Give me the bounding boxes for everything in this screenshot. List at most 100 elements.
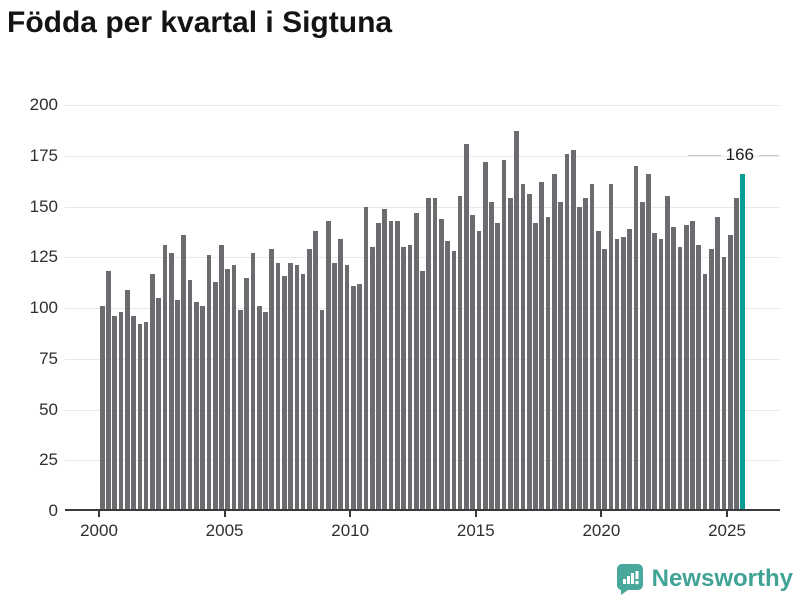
bar bbox=[338, 238, 344, 509]
gridline bbox=[65, 105, 780, 106]
bar bbox=[721, 257, 727, 509]
x-axis-tick bbox=[726, 511, 728, 517]
bar bbox=[369, 247, 375, 509]
newsworthy-logo[interactable]: Newsworthy bbox=[616, 563, 793, 595]
bar bbox=[351, 285, 356, 509]
y-axis-tick-label: 0 bbox=[48, 501, 58, 520]
bar bbox=[238, 310, 243, 509]
bar bbox=[420, 271, 425, 509]
bar bbox=[690, 220, 695, 509]
bar bbox=[677, 247, 683, 509]
bar bbox=[256, 305, 262, 509]
bar bbox=[715, 216, 720, 509]
bar bbox=[614, 238, 620, 509]
bar bbox=[200, 305, 206, 509]
bar bbox=[552, 174, 557, 509]
bar bbox=[250, 253, 256, 509]
gridline bbox=[65, 155, 780, 157]
bar bbox=[344, 265, 350, 509]
y-axis-tick-label: 75 bbox=[39, 348, 58, 368]
bar bbox=[269, 249, 275, 509]
x-axis-tick-label: 2005 bbox=[205, 521, 244, 540]
bar bbox=[727, 234, 733, 509]
gridline bbox=[65, 257, 780, 259]
bar bbox=[558, 202, 563, 509]
bar bbox=[187, 279, 193, 509]
bar bbox=[633, 165, 639, 509]
logo-text: Newsworthy bbox=[651, 565, 793, 592]
bar bbox=[168, 253, 174, 509]
bar bbox=[219, 245, 224, 509]
bar bbox=[181, 234, 187, 509]
bar bbox=[413, 212, 419, 509]
bar bbox=[124, 289, 130, 509]
bar bbox=[495, 222, 501, 509]
bar bbox=[263, 312, 268, 509]
bar bbox=[589, 184, 595, 509]
bar bbox=[294, 265, 300, 509]
bar bbox=[150, 273, 155, 509]
x-axis-tick bbox=[474, 511, 477, 517]
bar bbox=[520, 184, 526, 509]
page-title: Födda per kvartal i Sigtuna bbox=[7, 6, 393, 39]
bar bbox=[501, 159, 507, 509]
bar bbox=[407, 245, 413, 509]
x-axis-tick-label: 2025 bbox=[708, 521, 746, 540]
bar bbox=[212, 281, 218, 509]
bar bbox=[231, 265, 237, 509]
bar bbox=[608, 184, 614, 509]
bar bbox=[476, 230, 482, 509]
bar bbox=[112, 316, 118, 509]
bar bbox=[445, 241, 450, 509]
bar bbox=[658, 238, 664, 509]
bar bbox=[281, 275, 287, 509]
bar bbox=[162, 245, 168, 509]
bar bbox=[526, 194, 532, 509]
bar bbox=[244, 277, 249, 509]
y-axis-tick-label: 200 bbox=[29, 95, 58, 114]
bar bbox=[156, 297, 162, 509]
x-axis-tick-label: 2015 bbox=[456, 521, 495, 540]
y-axis-tick-label: 50 bbox=[39, 399, 58, 419]
y-axis-tick-label: 100 bbox=[29, 298, 58, 317]
bar bbox=[564, 153, 570, 509]
bar bbox=[646, 174, 651, 509]
bar bbox=[395, 220, 400, 509]
bar-chart-bubble-icon bbox=[616, 563, 644, 595]
bar bbox=[652, 232, 658, 509]
bar bbox=[482, 161, 488, 509]
bar bbox=[106, 271, 111, 509]
x-axis-tick bbox=[600, 511, 603, 517]
bar bbox=[275, 263, 281, 509]
bar bbox=[539, 182, 545, 509]
annotation-leader-line bbox=[759, 154, 779, 156]
bar bbox=[175, 299, 180, 509]
bar bbox=[457, 196, 463, 509]
bar bbox=[426, 198, 432, 509]
bar bbox=[225, 269, 231, 509]
bar bbox=[570, 149, 576, 509]
bar bbox=[545, 216, 551, 509]
bar bbox=[489, 202, 494, 509]
x-axis-tick bbox=[98, 511, 100, 517]
x-axis-tick-label: 2000 bbox=[80, 521, 118, 540]
x-axis-tick bbox=[349, 511, 352, 517]
x-axis-tick-label: 2010 bbox=[331, 521, 370, 540]
bar bbox=[288, 263, 293, 509]
bar bbox=[508, 198, 513, 509]
annotation-leader-line bbox=[688, 154, 721, 156]
bar bbox=[432, 198, 438, 509]
bar bbox=[702, 273, 708, 509]
bar bbox=[194, 301, 199, 509]
bar bbox=[319, 310, 325, 509]
bar bbox=[470, 214, 476, 509]
y-axis-tick-label: 175 bbox=[29, 145, 58, 165]
bar bbox=[464, 143, 469, 509]
bar bbox=[627, 228, 633, 509]
bar bbox=[595, 230, 601, 509]
bar bbox=[401, 247, 406, 509]
x-axis-line bbox=[65, 509, 780, 511]
bar bbox=[332, 263, 337, 509]
bar bbox=[388, 220, 394, 509]
